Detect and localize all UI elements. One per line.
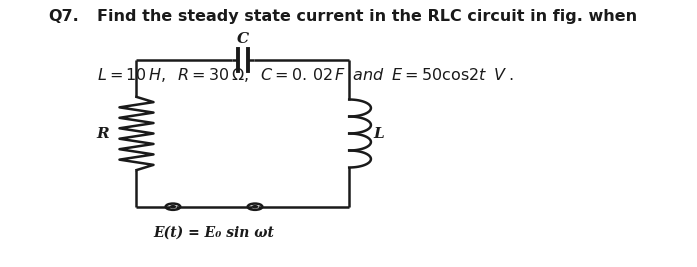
Text: Find the steady state current in the RLC circuit in fig. when: Find the steady state current in the RLC… xyxy=(97,9,637,24)
Circle shape xyxy=(171,206,176,208)
Text: L: L xyxy=(373,127,384,140)
Text: C: C xyxy=(237,32,249,46)
Text: R: R xyxy=(97,127,109,140)
Text: $L = 10\,H,\;\;R = 30\,\Omega,\;\;C = 0.\,02\,F\;\;and\;\;E = 50\mathrm{cos}2t\;: $L = 10\,H,\;\;R = 30\,\Omega,\;\;C = 0.… xyxy=(97,65,514,84)
Text: E(t) = E₀ sin ωt: E(t) = E₀ sin ωt xyxy=(153,226,275,240)
Circle shape xyxy=(252,206,257,208)
Text: Q7.: Q7. xyxy=(48,9,79,24)
